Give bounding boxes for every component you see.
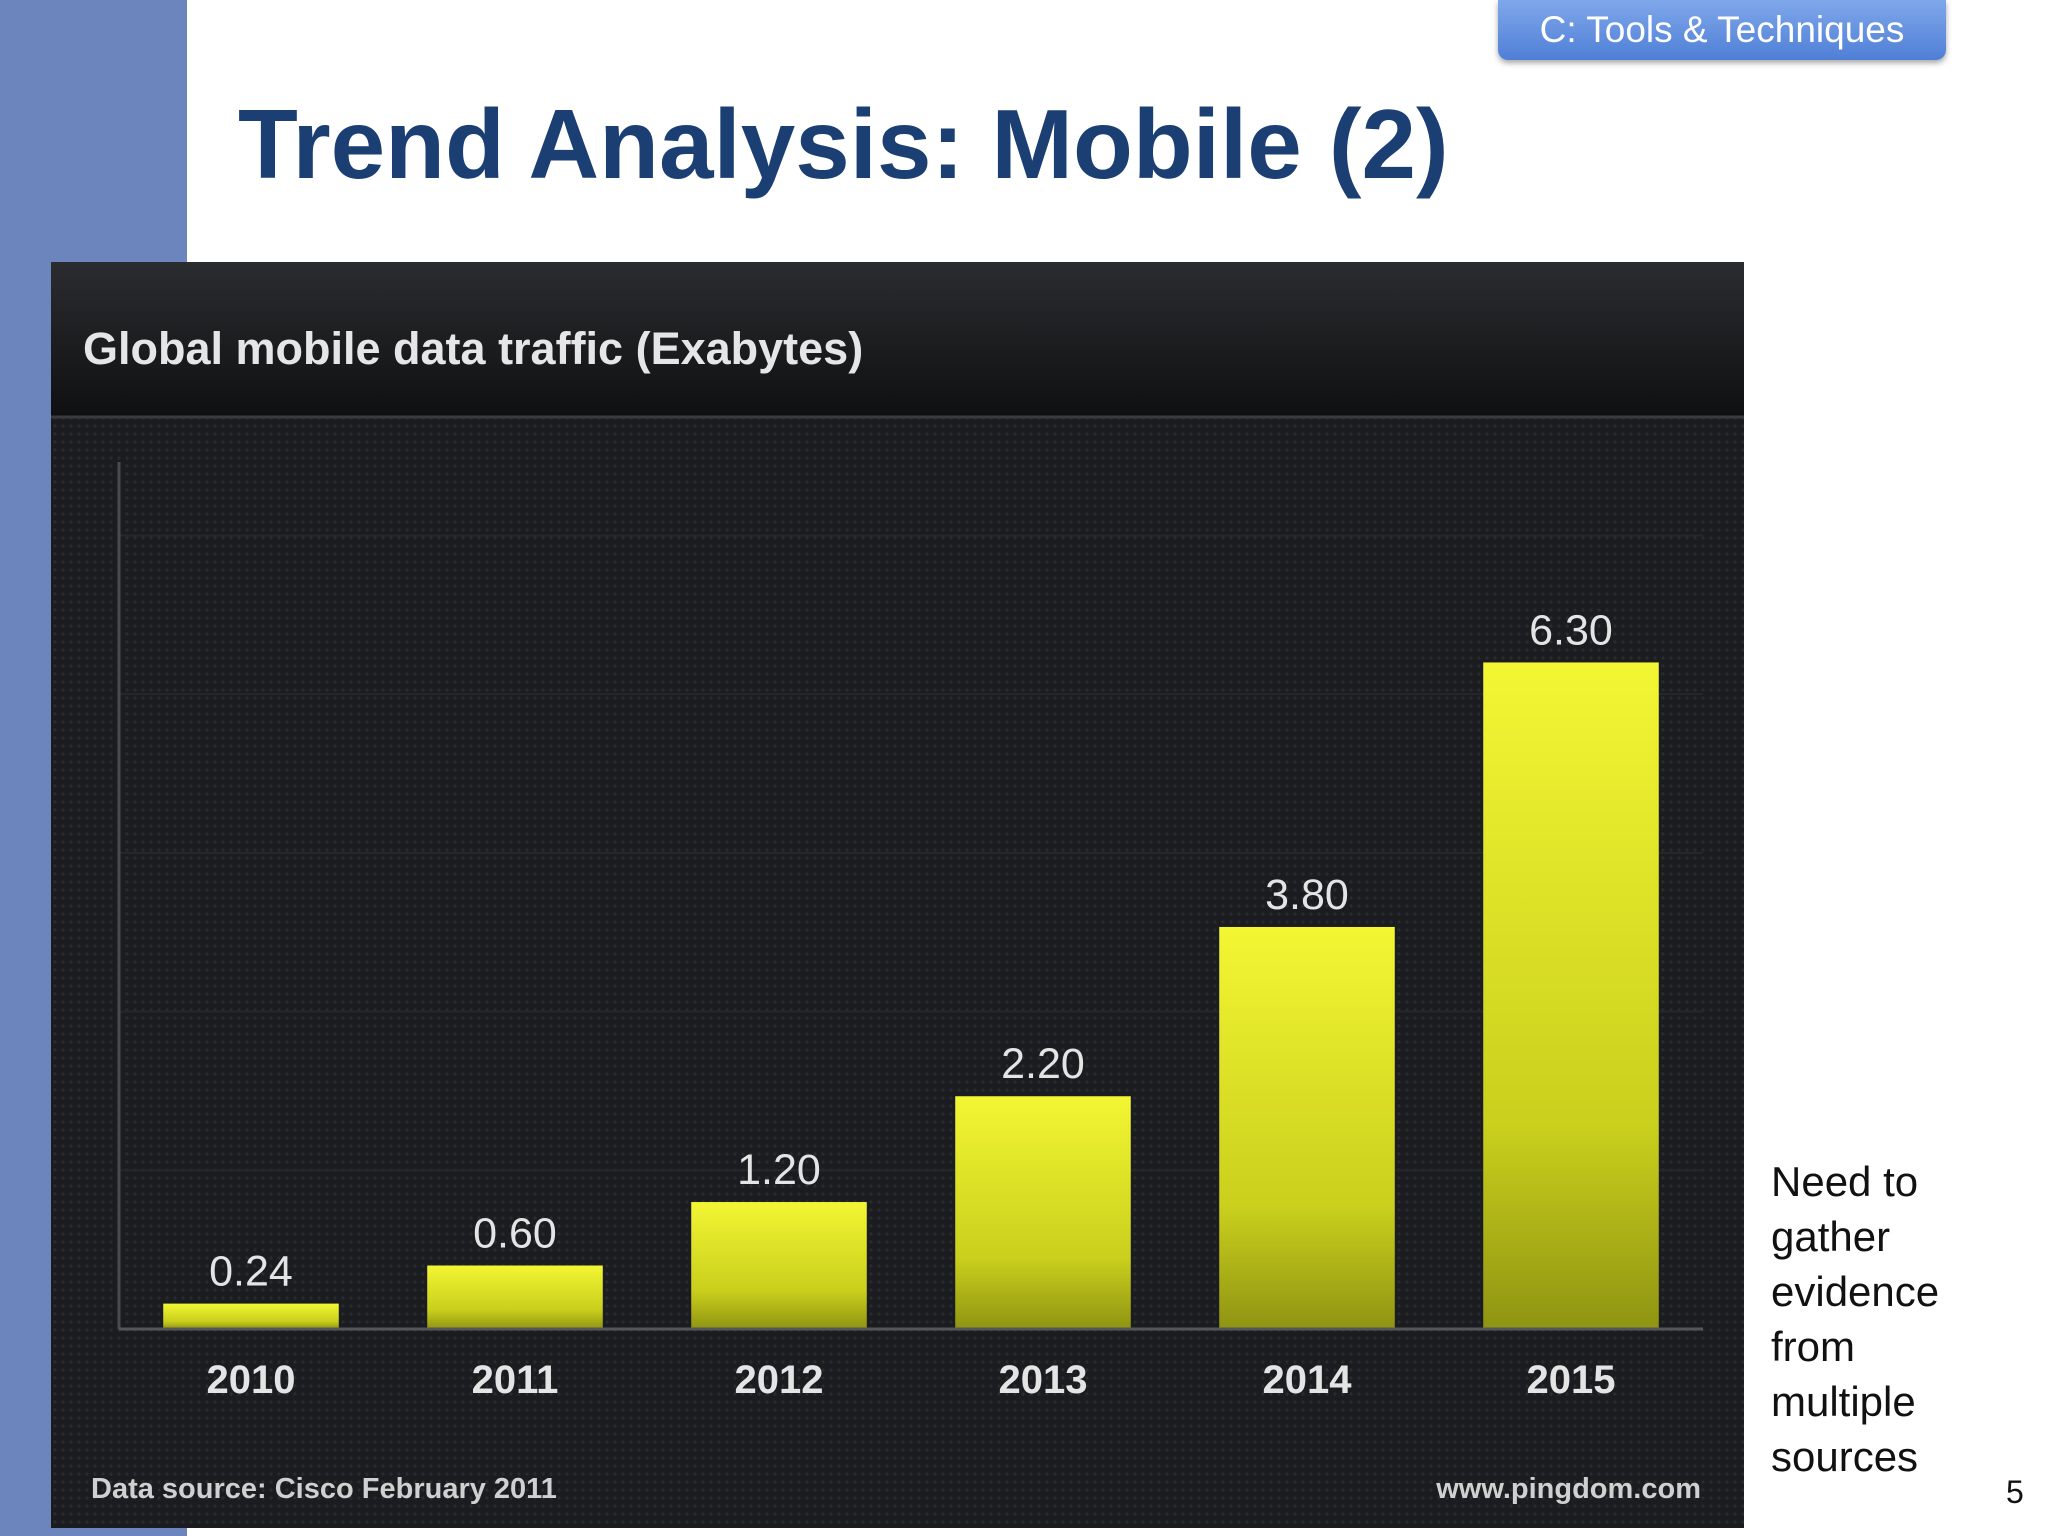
page-number: 5 [2006,1474,2024,1510]
bar-2012 [691,1202,867,1329]
bar-2011 [427,1265,603,1329]
note-line: sources [1771,1433,1919,1480]
bar-chart: Global mobile data traffic (Exabytes) 0.… [51,262,1744,1528]
x-tick-2011: 2011 [472,1358,559,1402]
note-line: gather [1771,1213,1891,1260]
x-tick-2015: 2015 [1527,1358,1616,1402]
value-label-2013: 2.20 [1001,1040,1085,1088]
bar-2013 [955,1096,1131,1329]
slide-title: Trend Analysis: Mobile (2) [238,89,1449,199]
bar-2010 [163,1303,339,1329]
x-tick-2012: 2012 [735,1358,824,1402]
bar-2015 [1483,662,1659,1329]
pingdom-footer: www.pingdom.com [1435,1473,1701,1505]
x-tick-2013: 2013 [999,1358,1088,1402]
note-line: multiple [1771,1378,1916,1425]
value-label-2015: 6.30 [1529,606,1613,654]
section-tag: C: Tools & Techniques [1498,0,1946,60]
note-line: from [1771,1323,1855,1370]
value-label-2014: 3.80 [1265,871,1349,919]
side-note: Need to gather evidence from multiple so… [1771,1154,2031,1484]
chart-plot-background [51,416,1744,1528]
x-tick-2014: 2014 [1263,1358,1353,1402]
chart-header-band [51,262,1744,416]
chart-panel: Global mobile data traffic (Exabytes) 0.… [51,262,1744,1528]
note-line: Need to [1771,1158,1919,1205]
data-source-footer: Data source: Cisco February 2011 [91,1473,557,1505]
value-label-2011: 0.60 [473,1210,557,1258]
note-line: evidence [1771,1268,1940,1315]
bar-2014 [1219,926,1395,1329]
chart-title: Global mobile data traffic (Exabytes) [83,323,863,374]
value-label-2010: 0.24 [209,1248,293,1296]
value-label-2012: 1.20 [737,1146,821,1194]
x-tick-2010: 2010 [207,1358,296,1402]
